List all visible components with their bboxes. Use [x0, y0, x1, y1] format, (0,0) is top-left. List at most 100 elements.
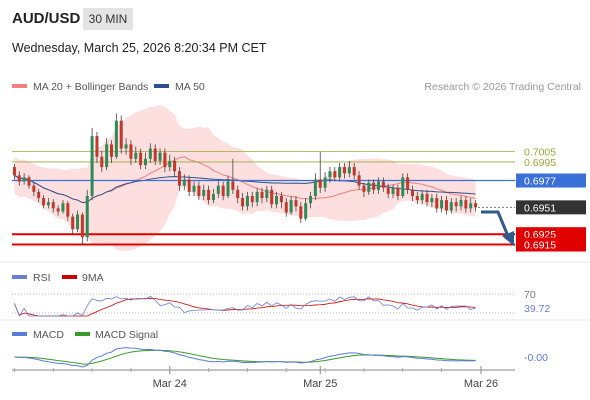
- resistance-label-0.7005: 0.7005: [524, 147, 556, 159]
- candle-body: [284, 202, 288, 213]
- candle-body: [362, 185, 366, 192]
- candle: [309, 191, 313, 209]
- candle: [168, 154, 172, 172]
- candle-body: [420, 193, 424, 201]
- candle-body: [216, 185, 220, 194]
- candle: [270, 185, 274, 209]
- candle: [343, 162, 347, 179]
- ma20-legend-swatch: [12, 84, 27, 88]
- symbol-title: AUD/USD: [12, 10, 81, 27]
- candle: [95, 132, 99, 163]
- timeframe-badge[interactable]: 30 MIN: [83, 8, 133, 30]
- candle-body: [401, 177, 405, 196]
- candle: [328, 167, 332, 183]
- candle-body: [168, 160, 172, 168]
- candle-body: [163, 152, 167, 168]
- candle-body: [464, 200, 468, 209]
- candle: [187, 175, 191, 196]
- candle-body: [381, 181, 385, 188]
- macd-signal-line: [14, 349, 476, 365]
- candle: [231, 158, 235, 194]
- candle: [119, 115, 123, 154]
- candle-body: [444, 200, 448, 211]
- candle: [469, 198, 473, 213]
- candle-body: [17, 175, 21, 182]
- candle: [100, 150, 104, 173]
- candle: [289, 196, 293, 215]
- candle: [158, 148, 162, 166]
- candle: [245, 191, 249, 211]
- bollinger-band-area: [14, 105, 476, 252]
- candle: [367, 179, 371, 195]
- candle-body: [367, 182, 371, 192]
- candle-body: [474, 203, 478, 208]
- candle: [76, 210, 80, 233]
- candle-body: [22, 177, 26, 182]
- candle: [299, 202, 303, 223]
- candle: [352, 162, 356, 180]
- candle-body: [241, 198, 245, 207]
- candle: [362, 182, 366, 198]
- candle: [173, 156, 177, 177]
- candle-body: [124, 144, 128, 149]
- time-tick-label: Mar 26: [464, 378, 498, 390]
- candle: [415, 191, 419, 205]
- candle-body: [347, 167, 351, 174]
- candle: [376, 177, 380, 194]
- candle-body: [386, 187, 390, 194]
- candle-body: [182, 179, 186, 186]
- candle: [323, 172, 327, 192]
- price-levels: [12, 151, 515, 246]
- macd-legend-label: MACD: [33, 329, 64, 341]
- candle-body: [299, 206, 303, 219]
- candle: [372, 179, 376, 194]
- candle-body: [343, 167, 347, 174]
- candle: [444, 196, 448, 215]
- rsi-legend-label: RSI: [33, 272, 51, 284]
- candle: [304, 198, 308, 221]
- candle: [37, 188, 41, 203]
- candle-body: [226, 181, 230, 196]
- candle: [27, 175, 31, 189]
- projection-arrow: [481, 210, 514, 246]
- candle: [177, 167, 181, 191]
- candle: [71, 213, 75, 236]
- credit-label: Research © 2026 Trading Central: [424, 81, 581, 93]
- candle: [124, 138, 128, 155]
- candle-body: [313, 179, 317, 196]
- candle: [474, 200, 478, 212]
- candle-body: [372, 182, 376, 190]
- candle-body: [158, 152, 162, 161]
- candle-body: [396, 187, 400, 196]
- candle-body: [207, 189, 211, 201]
- candle: [381, 177, 385, 192]
- candle-body: [323, 177, 327, 188]
- candle: [42, 194, 46, 209]
- candle-body: [85, 196, 89, 238]
- candle: [192, 181, 196, 196]
- pivot-label-box: [516, 173, 586, 188]
- candle-body: [250, 196, 254, 203]
- candle: [396, 184, 400, 201]
- candle-body: [211, 193, 215, 201]
- candle-body: [202, 189, 206, 196]
- main-legend: MA 20 + Bollinger Bands MA 50 Research ©…: [12, 81, 581, 93]
- candle: [430, 193, 434, 208]
- rsi-ma-legend-label: 9MA: [82, 272, 104, 284]
- candle-body: [318, 179, 322, 188]
- ma50-legend-label: MA 50: [175, 81, 205, 93]
- candle-body: [410, 189, 414, 196]
- time-axis-ticks: Mar 24 Mar 25 Mar 26: [13, 366, 498, 390]
- candle: [255, 187, 259, 207]
- candle-body: [245, 196, 249, 207]
- candle-body: [12, 167, 16, 176]
- last-price-box: [516, 200, 586, 215]
- candle-body: [51, 202, 55, 209]
- time-tick-label: Mar 25: [303, 378, 337, 390]
- candle-body: [90, 136, 94, 196]
- candle-body: [454, 202, 458, 207]
- candle: [464, 196, 468, 213]
- candle: [80, 212, 84, 245]
